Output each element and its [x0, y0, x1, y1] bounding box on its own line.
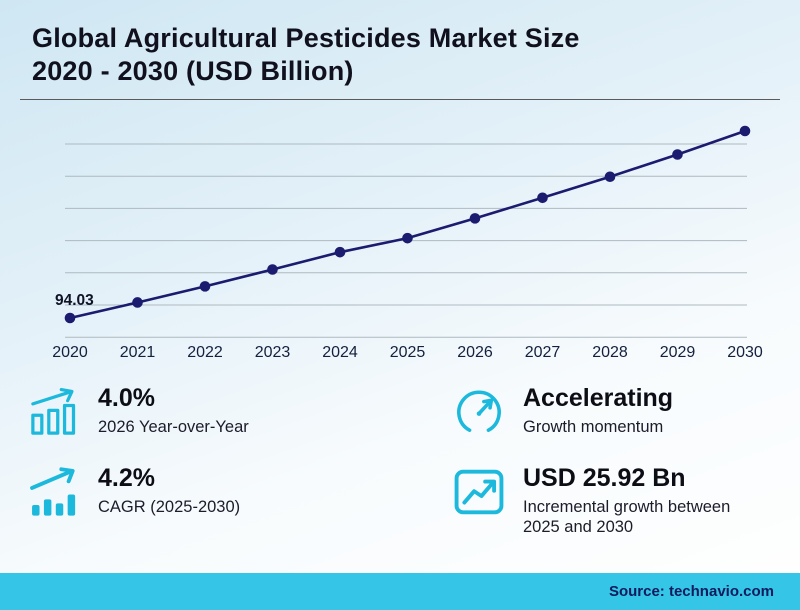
chart-box-icon	[454, 469, 504, 515]
source-attribution: Source: technavio.com	[608, 583, 774, 600]
stats-grid: 4.0% 2026 Year-over-Year Accelerating Gr…	[28, 384, 772, 538]
title-divider	[20, 99, 780, 100]
trend-up-bars-icon	[30, 467, 76, 516]
page-title-line1: Global Agricultural Pesticides Market Si…	[32, 23, 580, 53]
stat-incremental-value: USD 25.92 Bn	[523, 464, 686, 492]
stat-momentum-value: Accelerating	[523, 384, 674, 412]
stat-cagr: 4.2% CAGR (2025-2030)	[28, 464, 443, 538]
line-chart-svg: 2020 2021 2022 2023 2024 2025 2026 2027 2028 2029…	[52, 125, 763, 361]
svg-text:2020: 2020	[52, 344, 88, 361]
stat-incremental-label: Incremental growth between 2025 and 2030	[523, 497, 731, 537]
footer-bar: Source: technavio.com	[0, 573, 800, 610]
svg-text:2030: 2030	[727, 344, 763, 361]
stat-yoy-label: 2026 Year-over-Year	[98, 417, 249, 436]
svg-text:2022: 2022	[187, 344, 223, 361]
svg-text:2029: 2029	[660, 344, 696, 361]
stat-momentum: Accelerating Growth momentum	[453, 384, 772, 438]
market-size-line-chart: 2020 2021 2022 2023 2024 2025 2026 2027 2028 2029…	[20, 106, 780, 372]
stat-yoy: 4.0% 2026 Year-over-Year	[28, 384, 443, 438]
svg-text:2027: 2027	[525, 344, 561, 361]
page-title-line2: 2020 - 2030 (USD Billion)	[32, 55, 354, 86]
speedometer-icon	[457, 390, 501, 432]
svg-text:2026: 2026	[457, 344, 493, 361]
page-title: Global Agricultural Pesticides Market Si…	[32, 22, 752, 88]
svg-text:2028: 2028	[592, 344, 628, 361]
svg-text:2024: 2024	[322, 344, 358, 361]
svg-text:2023: 2023	[255, 344, 291, 361]
stat-cagr-label: CAGR (2025-2030)	[98, 497, 241, 516]
stat-incremental-growth: USD 25.92 Bn Incremental growth between …	[453, 464, 772, 538]
stat-cagr-value: 4.2%	[98, 464, 155, 492]
stat-momentum-label: Growth momentum	[523, 417, 664, 436]
bar-chart-growth-icon	[31, 387, 76, 435]
svg-text:94.03: 94.03	[55, 292, 94, 309]
svg-text:2025: 2025	[390, 344, 426, 361]
svg-text:2021: 2021	[120, 344, 156, 361]
stat-yoy-value: 4.0%	[98, 384, 155, 412]
